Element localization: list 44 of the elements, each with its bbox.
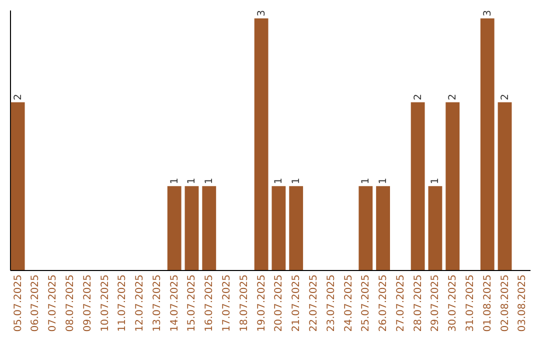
x-tick-label: 01.08.2025 — [482, 274, 494, 332]
x-tick-label: 14.07.2025 — [169, 274, 180, 332]
x-tick-label: 20.07.2025 — [274, 274, 285, 332]
x-tick-label: 15.07.2025 — [186, 274, 198, 332]
x-tick-label: 21.07.2025 — [291, 274, 302, 332]
data-label: 2 — [412, 94, 424, 100]
x-tick-label: 28.07.2025 — [412, 274, 424, 332]
x-tick-label: 26.07.2025 — [378, 274, 390, 332]
x-tick-label: 05.07.2025 — [12, 274, 24, 332]
x-tick-label: 27.07.2025 — [395, 274, 406, 332]
data-label: 3 — [482, 10, 494, 16]
x-tick-label: 25.07.2025 — [360, 274, 372, 332]
x-tick-label: 11.07.2025 — [117, 274, 128, 332]
x-tick-label: 29.07.2025 — [430, 274, 442, 332]
x-tick-label: 07.07.2025 — [48, 274, 59, 332]
data-label: 1 — [378, 178, 390, 184]
x-tick-label: 18.07.2025 — [238, 274, 250, 332]
data-label: 1 — [274, 178, 285, 184]
data-label: 1 — [186, 178, 198, 184]
x-tick-label: 19.07.2025 — [256, 274, 268, 332]
x-tick-label: 24.07.2025 — [343, 274, 354, 332]
x-tick-label: 22.07.2025 — [308, 274, 320, 332]
x-tick-label: 12.07.2025 — [134, 274, 146, 332]
x-tick-label: 13.07.2025 — [152, 274, 163, 332]
data-label: 2 — [12, 94, 24, 100]
data-label: 2 — [500, 94, 511, 100]
data-label: 1 — [430, 178, 442, 184]
data-label: 1 — [360, 178, 372, 184]
data-label: 1 — [204, 178, 216, 184]
x-tick-label: 23.07.2025 — [326, 274, 337, 332]
x-tick-label: 31.07.2025 — [465, 274, 476, 332]
x-tick-label: 06.07.2025 — [30, 274, 42, 332]
data-label: 2 — [448, 94, 459, 100]
x-tick-label: 16.07.2025 — [204, 274, 216, 332]
x-tick-label: 30.07.2025 — [448, 274, 459, 332]
data-label: 1 — [169, 178, 180, 184]
x-tick-label: 02.08.2025 — [500, 274, 511, 332]
data-label: 3 — [256, 10, 268, 16]
x-tick-label: 10.07.2025 — [100, 274, 111, 332]
x-tick-label: 17.07.2025 — [222, 274, 233, 332]
x-tick-label: 08.07.2025 — [65, 274, 76, 332]
data-label: 1 — [291, 178, 302, 184]
x-tick-label: 09.07.2025 — [82, 274, 94, 332]
x-tick-label: 03.08.2025 — [517, 274, 528, 332]
